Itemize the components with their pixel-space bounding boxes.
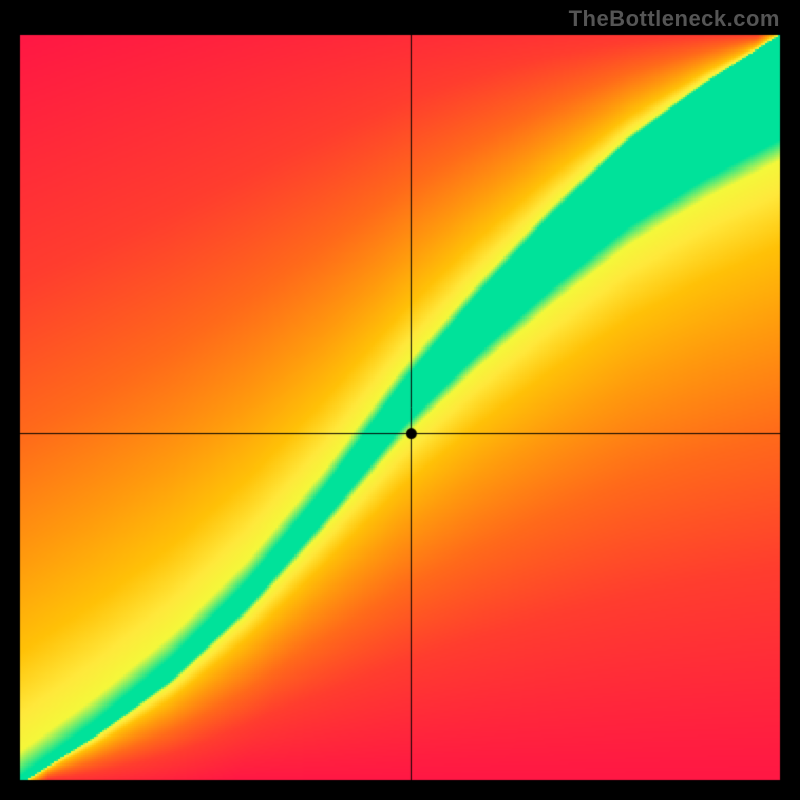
watermark-text: TheBottleneck.com xyxy=(569,6,780,32)
chart-container: TheBottleneck.com xyxy=(0,0,800,800)
bottleneck-heatmap xyxy=(0,0,800,800)
